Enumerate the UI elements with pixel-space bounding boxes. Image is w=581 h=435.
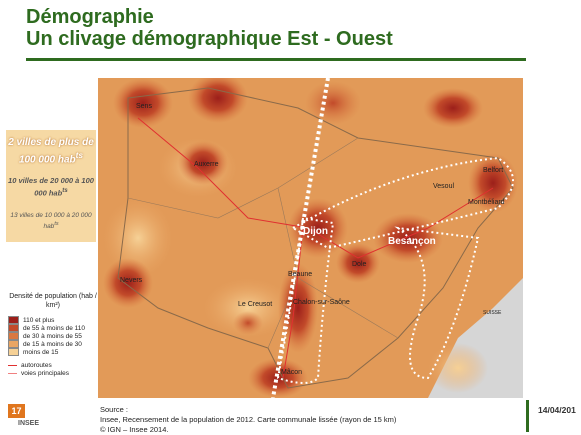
source-label: Source : — [100, 405, 128, 414]
city-label: Besançon — [388, 236, 436, 247]
legend-label: 110 et plus — [23, 316, 55, 324]
source: Source : Insee, Recensement de la popula… — [100, 405, 396, 435]
city-label: Le Creusot — [238, 301, 272, 308]
map: Sens Auxerre Nevers Dijon Besançon Dole … — [98, 78, 523, 398]
legend-title: Densité de population (hab / km²) — [9, 293, 97, 309]
city-label: Beaune — [288, 271, 312, 278]
city-label: Chalon-sur-Saône — [293, 299, 350, 306]
city-label: Vesoul — [433, 183, 454, 190]
date: 14/04/201 — [538, 405, 576, 415]
legend-item: de 55 à moins de 110 — [8, 324, 98, 332]
legend-item: moins de 15 — [8, 348, 98, 356]
legend-line — [8, 372, 17, 374]
legend-label: moins de 15 — [23, 348, 59, 356]
credit: © IGN – Insee 2014. — [100, 425, 169, 434]
legend-label: de 15 à moins de 30 — [23, 340, 82, 348]
legend-label: voies principales — [21, 369, 70, 377]
legend-label: de 30 à moins de 55 — [23, 332, 82, 340]
city-summary: 2 villes de plus de 100 000 habts 10 vil… — [6, 130, 96, 242]
legend-swatch — [8, 340, 19, 348]
city-label: Mâcon — [281, 369, 302, 376]
title: Démographie — [26, 6, 154, 28]
summary-sup: ts — [54, 220, 59, 227]
summary-text: 2 villes de plus de 100 000 hab — [8, 137, 94, 166]
legend-swatch — [8, 324, 19, 332]
city-label: Auxerre — [194, 161, 219, 168]
city-label: Montbéliard — [468, 199, 505, 206]
legend-item: de 30 à moins de 55 — [8, 332, 98, 340]
summary-sup: ts — [75, 150, 84, 160]
summary-text: 13 villes de 10 000 à 20 000 hab — [10, 211, 92, 230]
subtitle: Un clivage démographique Est - Ouest — [26, 28, 393, 50]
city-label: Dole — [352, 261, 367, 268]
legend-item: autoroutes — [8, 361, 98, 369]
legend-items: 110 et plus de 55 à moins de 110 de 30 à m… — [8, 316, 98, 377]
legend: Densité de population (hab / km²) 110 et… — [8, 292, 98, 377]
legend-item: de 15 à moins de 30 — [8, 340, 98, 348]
legend-swatch — [8, 316, 19, 324]
page-number: 17 — [8, 404, 25, 418]
legend-label: de 55 à moins de 110 — [23, 324, 86, 332]
summary-sup: ts — [62, 187, 68, 195]
title-rule — [26, 58, 526, 61]
city-label: Dijon — [303, 226, 328, 237]
legend-swatch — [8, 332, 19, 340]
city-label: Nevers — [120, 277, 143, 284]
city-label: Sens — [136, 103, 152, 110]
logo: INSEE — [18, 420, 40, 427]
city-label: SUISSE — [483, 310, 502, 316]
footer-rule — [526, 400, 529, 432]
city-label: Belfort — [483, 167, 503, 174]
legend-item: 110 et plus — [8, 316, 98, 324]
legend-swatch — [8, 348, 19, 356]
summary-text: 10 villes de 20 000 à 100 000 hab — [8, 176, 94, 198]
legend-line — [8, 364, 17, 366]
source-text: Insee, Recensement de la population de 2… — [100, 415, 397, 424]
legend-label: autoroutes — [21, 361, 52, 369]
title-block: Démographie Un clivage démographique Est… — [26, 6, 393, 50]
legend-item: voies principales — [8, 369, 98, 377]
